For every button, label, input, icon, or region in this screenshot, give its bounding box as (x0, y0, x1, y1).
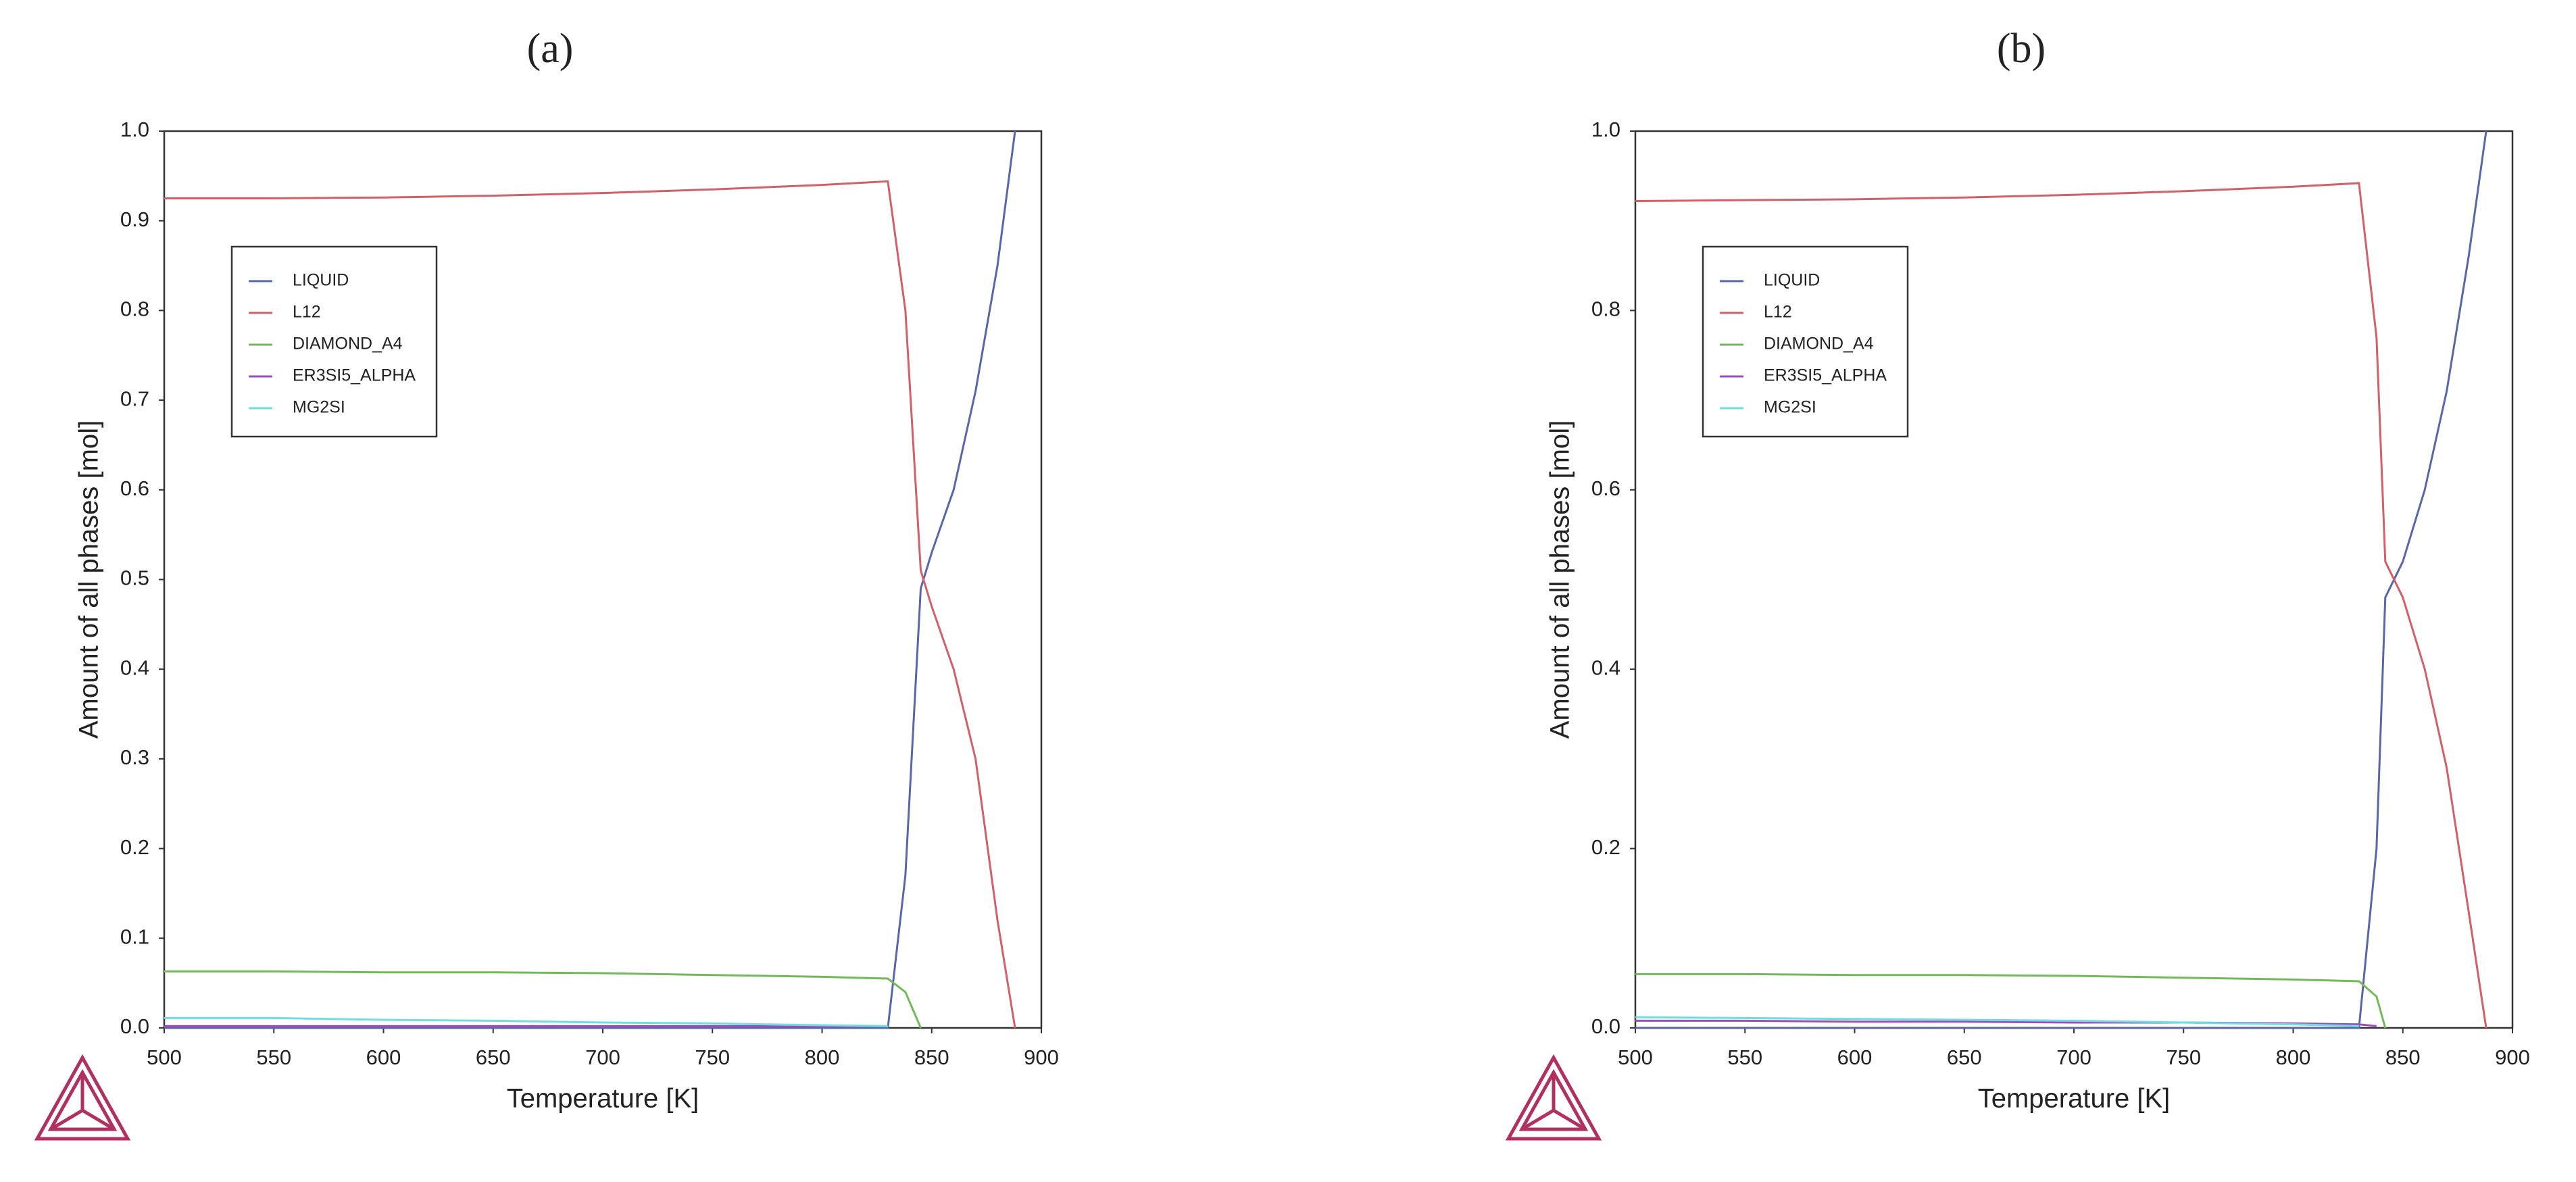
y-tick-label: 0.5 (120, 566, 149, 590)
legend-label: L12 (1764, 303, 1792, 322)
legend-label: MG2SI (1764, 398, 1816, 417)
y-tick-label: 0.4 (1591, 656, 1620, 679)
x-tick-label: 650 (476, 1045, 511, 1069)
x-tick-label: 600 (366, 1045, 401, 1069)
x-tick-label: 850 (914, 1045, 949, 1069)
y-tick-label: 0.6 (120, 476, 149, 500)
y-tick-label: 0.1 (120, 925, 149, 948)
x-tick-label: 550 (1727, 1045, 1762, 1069)
y-tick-label: 0.0 (1591, 1014, 1620, 1038)
series-line (1635, 182, 2487, 1029)
x-tick-label: 750 (695, 1045, 730, 1069)
y-tick-label: 1.0 (1591, 118, 1620, 141)
x-tick-label: 750 (2166, 1045, 2201, 1069)
chart-title: (a) (527, 26, 574, 72)
y-axis-label: Amount of all phases [mol] (1545, 420, 1575, 739)
legend-label: ER3SI5_ALPHA (293, 366, 416, 385)
x-tick-label: 650 (1947, 1045, 1982, 1069)
y-axis-label: Amount of all phases [mol] (74, 420, 104, 739)
series-line (1635, 1016, 2359, 1027)
x-tick-label: 500 (147, 1045, 182, 1069)
x-axis-label: Temperature [K] (507, 1084, 699, 1114)
series-line (1635, 130, 2487, 1029)
legend-label: LIQUID (1764, 271, 1820, 290)
series-line (1635, 972, 2387, 1029)
legend-label: LIQUID (293, 271, 349, 290)
x-tick-label: 850 (2385, 1045, 2421, 1069)
y-tick-label: 1.0 (120, 118, 149, 141)
y-tick-label: 0.2 (120, 835, 149, 859)
series-line (164, 130, 1016, 1029)
x-tick-label: 700 (2056, 1045, 2091, 1069)
x-tick-label: 700 (585, 1045, 620, 1069)
logo (1505, 1054, 1602, 1141)
logo (34, 1054, 131, 1141)
x-axis-label: Temperature [K] (1978, 1084, 2171, 1114)
series-line (164, 970, 922, 1029)
x-tick-label: 800 (2276, 1045, 2311, 1069)
legend-label: DIAMOND_A4 (293, 335, 403, 353)
legend-box (1702, 245, 1909, 438)
y-tick-label: 0.4 (120, 656, 149, 679)
series-line (164, 1016, 888, 1027)
y-tick-label: 0.6 (1591, 476, 1620, 500)
legend-label: DIAMOND_A4 (1764, 335, 1874, 353)
y-tick-label: 0.9 (120, 207, 149, 231)
x-tick-label: 500 (1618, 1045, 1653, 1069)
series-line (164, 180, 1016, 1029)
y-tick-label: 0.3 (120, 745, 149, 769)
legend-label: L12 (293, 303, 321, 322)
y-tick-label: 0.8 (120, 297, 149, 321)
series-line (1635, 1019, 2377, 1027)
x-tick-label: 900 (2495, 1045, 2530, 1069)
x-tick-label: 900 (1024, 1045, 1059, 1069)
y-tick-label: 0.7 (120, 387, 149, 410)
y-tick-label: 0.0 (120, 1014, 149, 1038)
chart-title: (b) (1997, 26, 2046, 72)
y-tick-label: 0.8 (1591, 297, 1620, 321)
x-tick-label: 800 (805, 1045, 840, 1069)
x-tick-label: 600 (1837, 1045, 1873, 1069)
x-tick-label: 550 (256, 1045, 291, 1069)
legend-box (230, 245, 438, 438)
legend-label: MG2SI (293, 398, 345, 417)
y-tick-label: 0.2 (1591, 835, 1620, 859)
legend-label: ER3SI5_ALPHA (1764, 366, 1887, 385)
